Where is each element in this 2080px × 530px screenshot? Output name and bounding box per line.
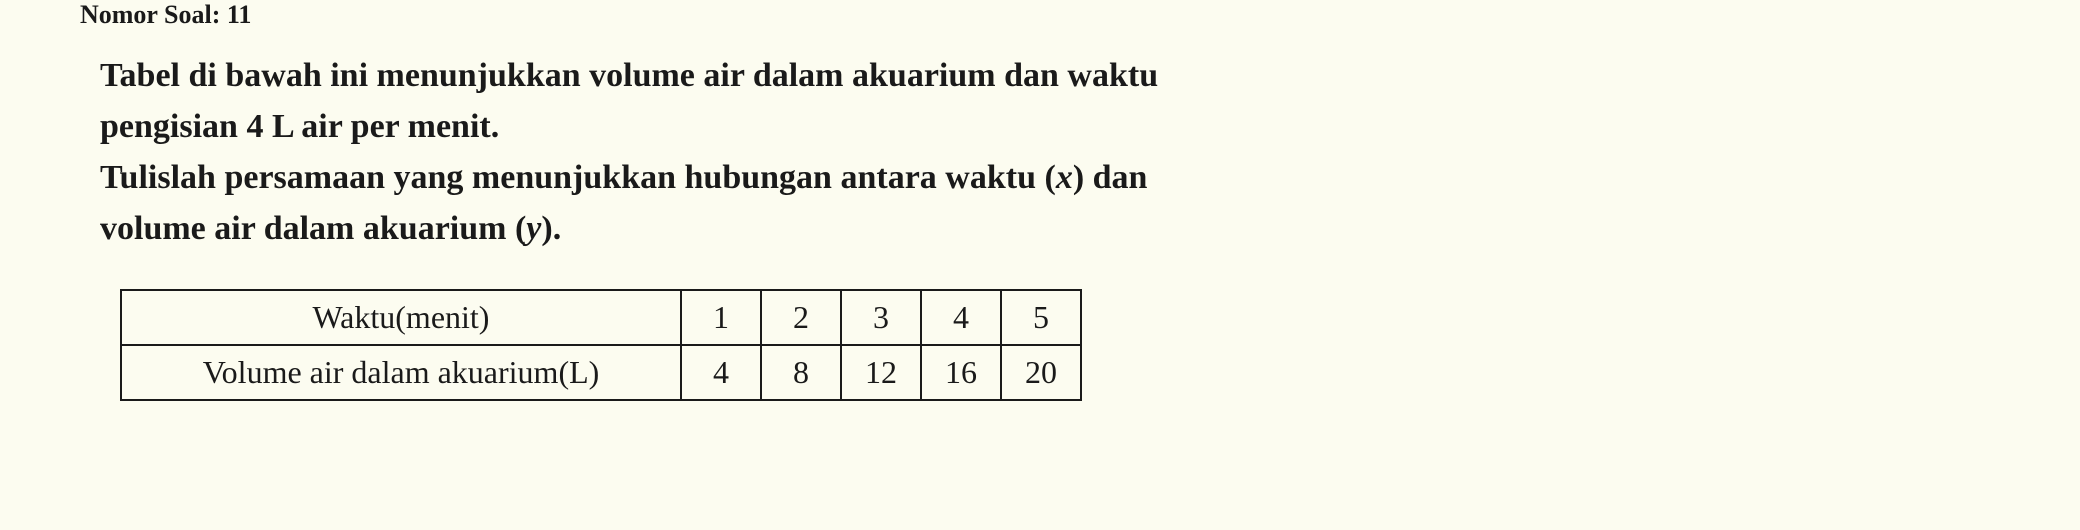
question-number-header: Nomor Soal: 11 xyxy=(80,0,2000,30)
question-line3-mid: ) dan xyxy=(1073,159,1148,196)
row2-cell: 20 xyxy=(1001,345,1081,400)
table-row: Volume air dalam akuarium(L) 4 8 12 16 2… xyxy=(121,345,1081,400)
row2-cell: 16 xyxy=(921,345,1001,400)
row1-cell: 3 xyxy=(841,290,921,345)
variable-y: y xyxy=(526,210,541,247)
row1-cell: 2 xyxy=(761,290,841,345)
row2-cell: 8 xyxy=(761,345,841,400)
question-line1: Tabel di bawah ini menunjukkan volume ai… xyxy=(100,57,1158,94)
row1-cell: 1 xyxy=(681,290,761,345)
question-line3-pre: Tulislah persamaan yang menunjukkan hubu… xyxy=(100,159,1056,196)
row2-cell: 12 xyxy=(841,345,921,400)
question-line2: pengisian 4 L air per menit. xyxy=(100,108,499,145)
row1-label: Waktu(menit) xyxy=(121,290,681,345)
row2-label: Volume air dalam akuarium(L) xyxy=(121,345,681,400)
question-line4-post: ). xyxy=(541,210,561,247)
data-table: Waktu(menit) 1 2 3 4 5 Volume air dalam … xyxy=(120,289,1082,401)
row1-cell: 5 xyxy=(1001,290,1081,345)
table-row: Waktu(menit) 1 2 3 4 5 xyxy=(121,290,1081,345)
data-table-container: Waktu(menit) 1 2 3 4 5 Volume air dalam … xyxy=(80,289,2000,401)
question-text: Tabel di bawah ini menunjukkan volume ai… xyxy=(80,50,2000,254)
row2-cell: 4 xyxy=(681,345,761,400)
question-line4-pre: volume air dalam akuarium ( xyxy=(100,210,526,247)
row1-cell: 4 xyxy=(921,290,1001,345)
variable-x: x xyxy=(1056,159,1073,196)
